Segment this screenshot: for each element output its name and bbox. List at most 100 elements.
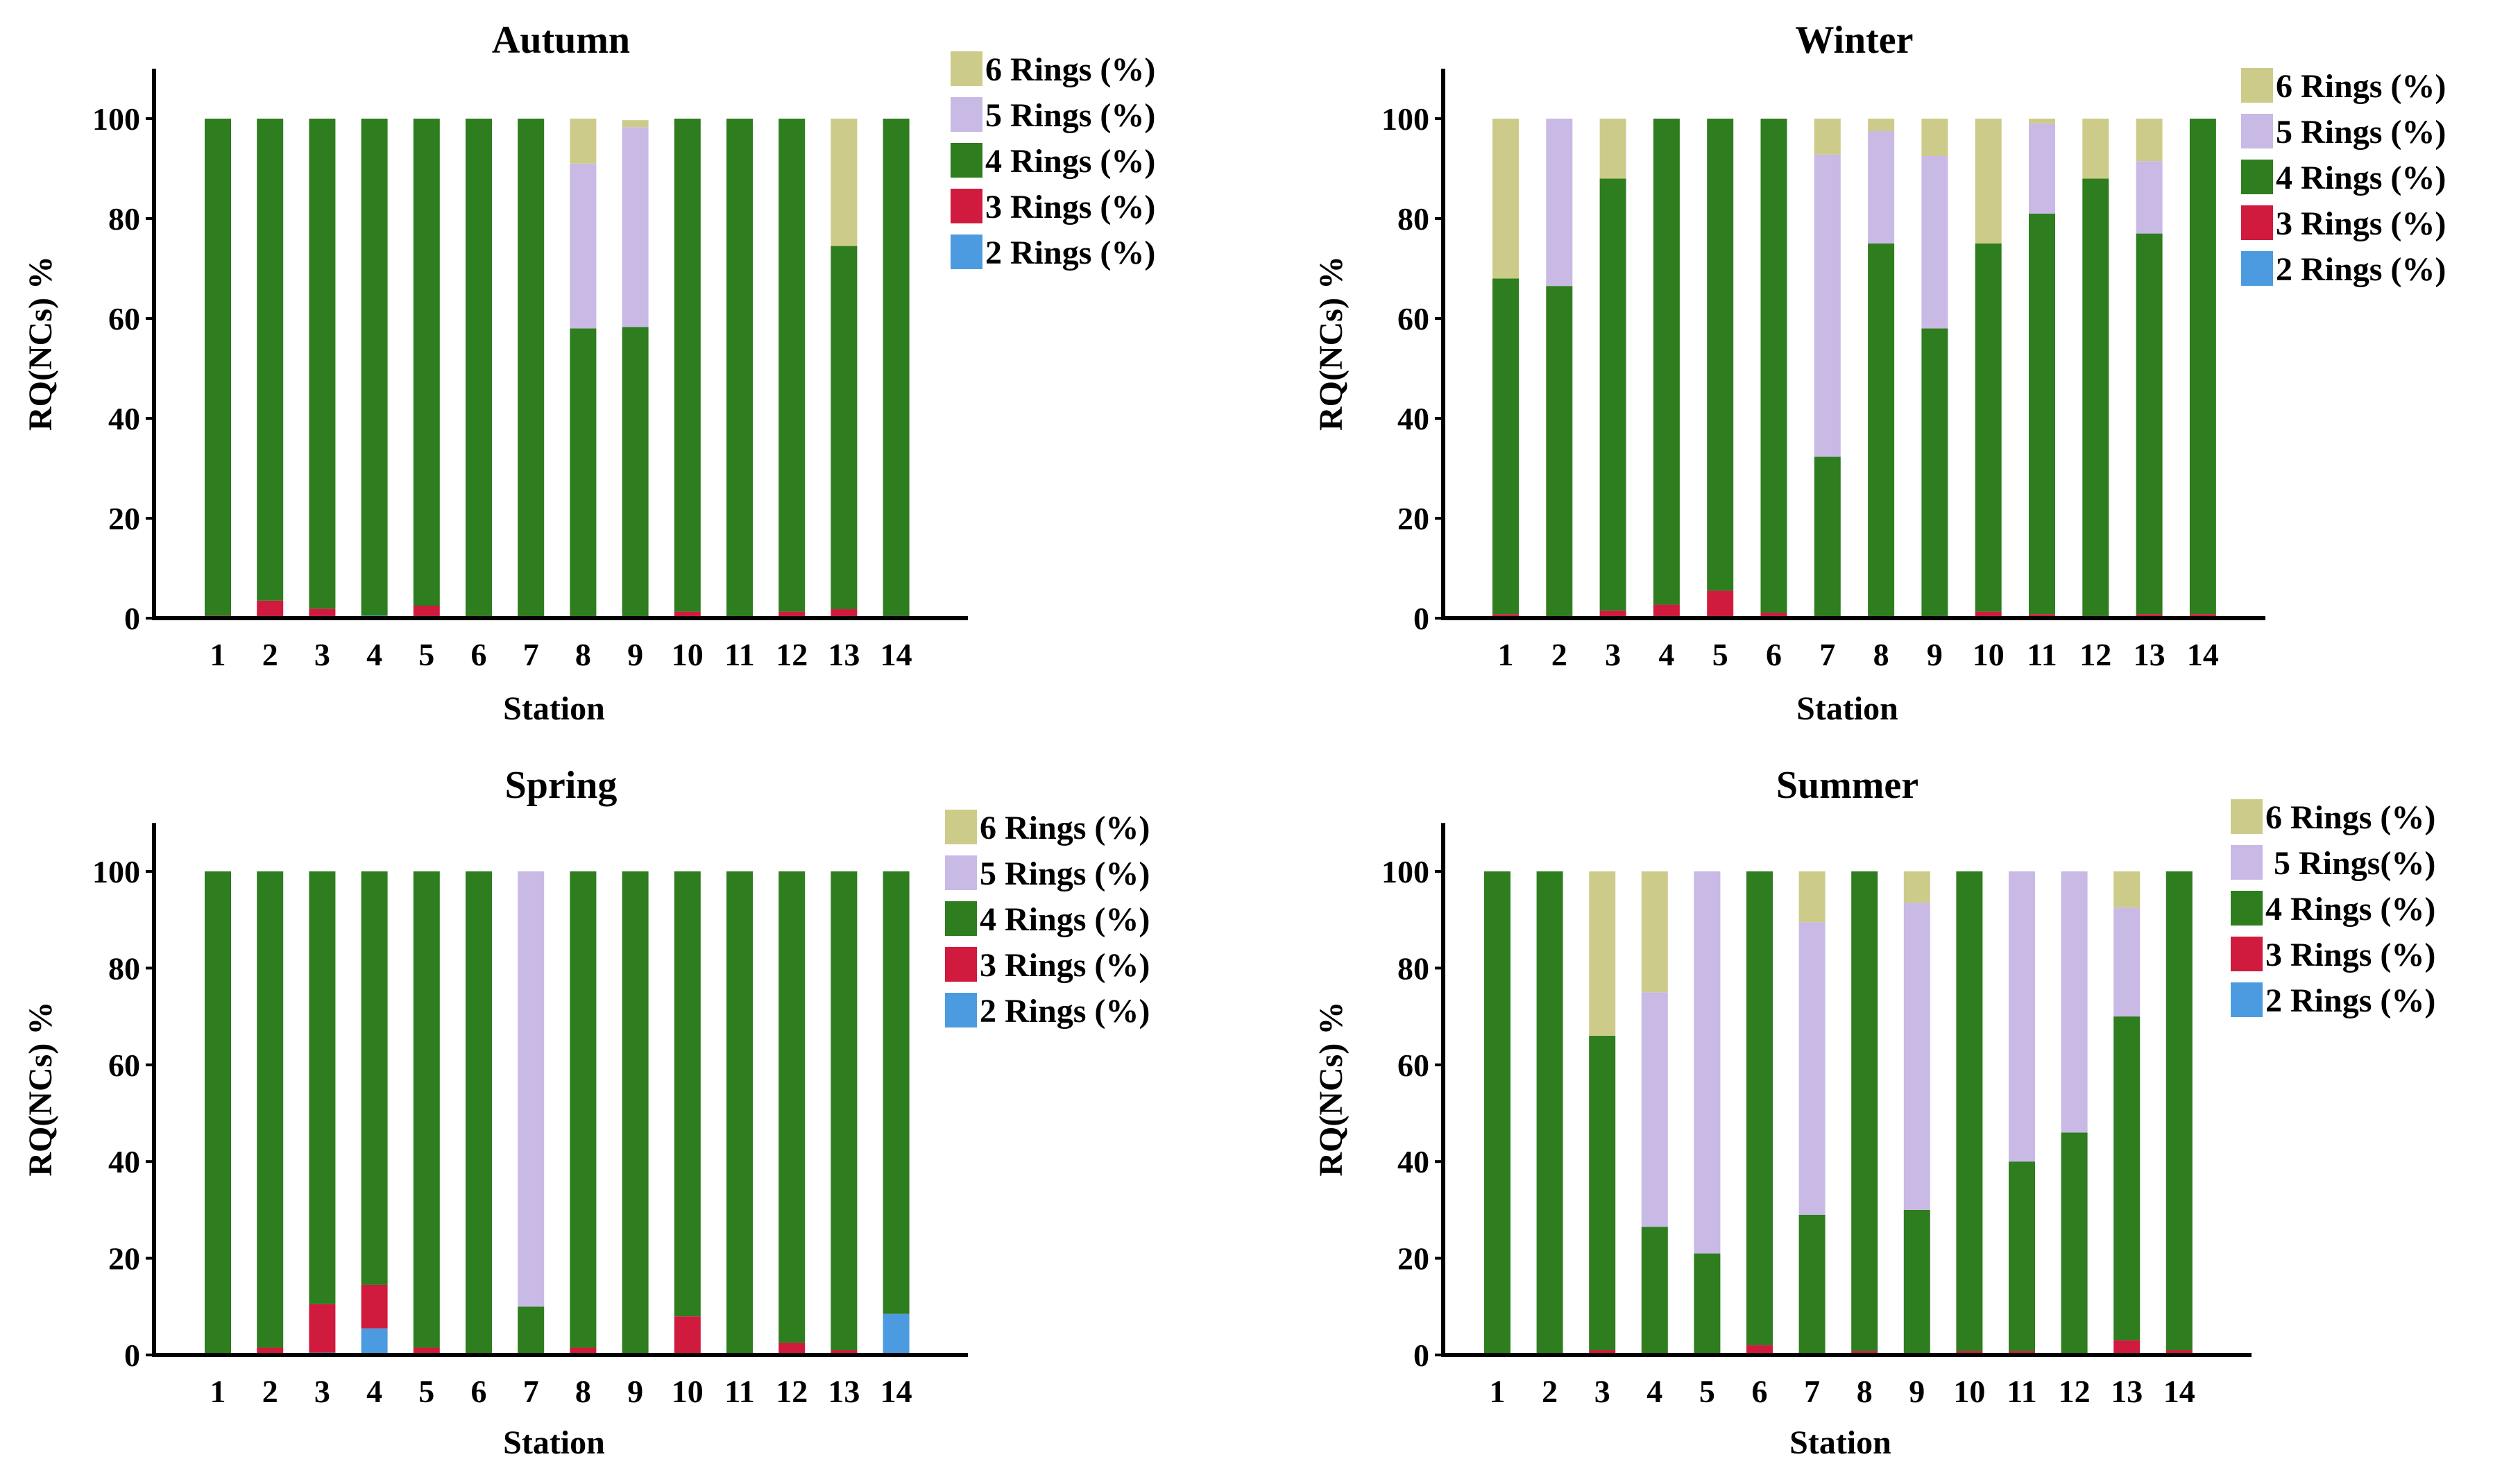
bar-segment-ring4-station-14 <box>883 119 910 617</box>
bar-segment-ring5-station-8 <box>1868 131 1895 244</box>
bar-segment-ring3-station-12 <box>778 1342 806 1355</box>
y-tick-label: 80 <box>108 950 140 986</box>
bar-segment-ring4-station-10 <box>674 119 701 612</box>
bar-segment-ring6-station-13 <box>2136 119 2163 162</box>
x-tick-label: 10 <box>1973 637 2005 672</box>
y-tick-label: 80 <box>1397 950 1429 986</box>
bar-segment-ring3-station-13 <box>2136 614 2163 617</box>
bar-segment-ring4-station-6 <box>1746 871 1773 1346</box>
bar-segment-ring5-station-12 <box>2061 871 2088 1133</box>
y-tick-label: 100 <box>92 854 140 889</box>
x-axis-label: Station <box>503 690 605 727</box>
legend-swatch-ring5 <box>2241 114 2273 148</box>
legend-swatch-ring2 <box>945 993 977 1027</box>
x-tick-label: 6 <box>1752 1374 1768 1409</box>
x-tick-label: 11 <box>2027 637 2057 672</box>
chart-title: Autumn <box>492 19 630 62</box>
legend-swatch-ring6 <box>2231 799 2263 834</box>
bar-segment-ring6-station-8 <box>1868 119 1895 131</box>
y-axis-label: RQ(NCs) % <box>22 1002 59 1177</box>
legend-swatch-ring6 <box>951 51 982 86</box>
x-tick-label: 10 <box>672 1374 704 1409</box>
x-tick-label: 12 <box>2079 637 2111 672</box>
legend: 6 Rings (%) 5 Rings(%) 4 Rings (%) 3 Rings… <box>2231 799 2435 1019</box>
legend-label: 4 Rings (%) <box>980 901 1150 938</box>
y-tick-label: 100 <box>92 101 140 137</box>
bar-segment-ring4-station-11 <box>2029 213 2055 615</box>
legend: 6 Rings (%) 5 Rings (%) 4 Rings (%) 3 Rings… <box>945 810 1150 1030</box>
bar-segment-ring3-station-5 <box>1707 590 1734 617</box>
legend-label: 3 Rings (%) <box>980 947 1150 984</box>
legend: 6 Rings (%) 5 Rings (%) 4 Rings (%) 3 Rings… <box>2241 68 2446 288</box>
bar-segment-ring4-station-8 <box>570 871 597 1348</box>
legend-swatch-ring5 <box>951 97 982 132</box>
legend-swatch-ring3 <box>2231 937 2263 971</box>
legend-label: 5 Rings(%) <box>2265 845 2435 882</box>
y-axis-label: RQ(NCs) % <box>22 256 59 431</box>
legend-label: 4 Rings (%) <box>2276 160 2446 196</box>
y-axis-label: RQ(NCs) % <box>1313 1002 1350 1177</box>
x-tick-label: 11 <box>724 637 754 672</box>
bar-segment-ring4-station-3 <box>1599 178 1626 611</box>
legend-swatch-ring5 <box>945 855 977 890</box>
bar-segment-ring6-station-7 <box>1798 871 1826 923</box>
legend-label: 4 Rings (%) <box>985 143 1155 180</box>
legend-swatch-ring4 <box>945 901 977 936</box>
x-tick-label: 5 <box>1699 1374 1715 1409</box>
legend-swatch-ring5 <box>2231 845 2263 880</box>
x-tick-label: 7 <box>523 1374 539 1409</box>
bar-segment-ring3-station-2 <box>257 1347 284 1355</box>
bar-segment-ring4-station-7 <box>1798 1214 1826 1355</box>
bar-segment-ring4-station-12 <box>2061 1132 2088 1355</box>
bar-segment-ring6-station-10 <box>1975 119 2002 244</box>
legend-label: 3 Rings (%) <box>985 189 1155 225</box>
bar-segment-ring4-station-3 <box>1589 1035 1616 1351</box>
bar-segment-ring5-station-8 <box>570 163 597 329</box>
bar-segment-ring6-station-3 <box>1599 119 1626 179</box>
bar-segment-ring4-station-1 <box>205 119 231 616</box>
x-tick-label: 3 <box>314 637 330 672</box>
bar-segment-ring3-station-3 <box>1599 611 1626 617</box>
legend-swatch-ring3 <box>945 947 977 982</box>
y-tick-label: 100 <box>1381 854 1429 889</box>
bar-segment-ring5-station-9 <box>1903 903 1930 1210</box>
bar-segment-ring4-station-1 <box>205 871 231 1355</box>
x-tick-label: 4 <box>1646 1374 1662 1409</box>
bar-segment-ring3-station-12 <box>778 611 806 617</box>
bar-segment-ring5-station-9 <box>1921 156 1948 329</box>
legend-swatch-ring4 <box>951 143 982 178</box>
x-tick-label: 10 <box>1953 1374 1985 1409</box>
legend-label: 2 Rings (%) <box>985 234 1155 271</box>
x-tick-label: 4 <box>366 1374 382 1409</box>
bar-segment-ring5-station-4 <box>1641 992 1668 1227</box>
bar-segment-ring4-station-4 <box>361 119 388 616</box>
bar-segment-ring4-station-12 <box>778 871 806 1343</box>
bar-segment-ring6-station-9 <box>1921 119 1948 156</box>
bar-segment-ring6-station-8 <box>570 119 597 164</box>
x-tick-label: 5 <box>418 637 434 672</box>
bar-segment-ring3-station-2 <box>257 600 284 617</box>
legend-swatch-ring6 <box>945 810 977 844</box>
bar-segment-ring5-station-11 <box>2009 871 2035 1162</box>
y-tick-label: 100 <box>1381 101 1429 137</box>
bar-segment-ring3-station-5 <box>413 1347 440 1355</box>
bar-segment-ring4-station-5 <box>1707 119 1734 591</box>
bar-segment-ring6-station-1 <box>1492 119 1519 279</box>
legend-swatch-ring3 <box>2241 205 2273 240</box>
legend-label: 2 Rings (%) <box>980 993 1150 1030</box>
bar-segment-ring4-station-1 <box>1484 871 1510 1355</box>
x-tick-label: 6 <box>1766 637 1782 672</box>
y-tick-label: 60 <box>1397 1048 1429 1083</box>
bar-segment-ring4-station-10 <box>1975 244 2002 612</box>
bar-segment-ring3-station-6 <box>1746 1345 1773 1355</box>
bar-segment-ring4-station-1 <box>1492 278 1519 615</box>
y-tick-label: 80 <box>1397 201 1429 237</box>
chart-title: Winter <box>1795 19 1913 62</box>
legend-swatch-ring6 <box>2241 68 2273 103</box>
x-tick-label: 2 <box>262 637 278 672</box>
x-tick-label: 9 <box>1927 637 1943 672</box>
bar-segment-ring4-station-6 <box>466 119 492 617</box>
